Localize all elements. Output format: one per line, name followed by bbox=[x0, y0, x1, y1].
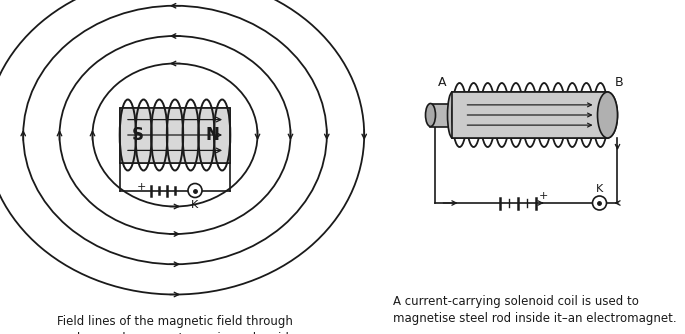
Bar bbox=[453, 92, 608, 138]
Text: N: N bbox=[205, 126, 219, 144]
Ellipse shape bbox=[597, 92, 617, 138]
Text: +: + bbox=[539, 191, 548, 201]
Text: Field lines of the magnetic field through
and around a current carrying solenoid: Field lines of the magnetic field throug… bbox=[57, 315, 293, 334]
Text: S: S bbox=[132, 126, 144, 144]
Circle shape bbox=[188, 183, 202, 197]
Text: A current-carrying solenoid coil is used to
magnetise steel rod inside it–an ele: A current-carrying solenoid coil is used… bbox=[393, 295, 677, 325]
Ellipse shape bbox=[597, 92, 617, 138]
Ellipse shape bbox=[425, 104, 436, 127]
Circle shape bbox=[593, 196, 606, 210]
Text: K: K bbox=[596, 184, 603, 194]
Bar bbox=[120, 108, 230, 163]
Text: +: + bbox=[136, 181, 146, 191]
Bar bbox=[453, 92, 608, 138]
Ellipse shape bbox=[447, 92, 458, 138]
Bar bbox=[430, 104, 453, 127]
Bar bbox=[120, 108, 230, 163]
Bar bbox=[120, 108, 230, 163]
Text: B: B bbox=[615, 75, 624, 89]
Bar bbox=[453, 92, 608, 138]
Text: K: K bbox=[191, 199, 199, 209]
Text: A: A bbox=[438, 75, 447, 89]
